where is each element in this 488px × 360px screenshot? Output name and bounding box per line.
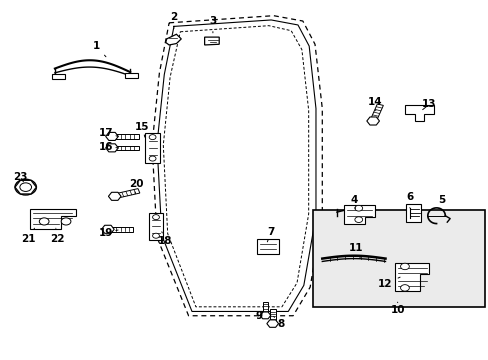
Text: 20: 20 xyxy=(128,179,143,194)
Circle shape xyxy=(152,233,159,238)
Text: 1: 1 xyxy=(92,41,106,57)
Polygon shape xyxy=(269,309,275,324)
Polygon shape xyxy=(260,312,270,319)
Text: 5: 5 xyxy=(437,195,444,210)
Text: 4: 4 xyxy=(349,195,357,208)
Polygon shape xyxy=(114,189,140,198)
Text: 2: 2 xyxy=(170,13,177,28)
Text: 21: 21 xyxy=(21,228,35,244)
Text: 14: 14 xyxy=(367,97,381,111)
Polygon shape xyxy=(145,133,160,163)
Polygon shape xyxy=(148,213,163,240)
Text: 13: 13 xyxy=(421,99,436,110)
Polygon shape xyxy=(15,180,36,194)
Text: 3: 3 xyxy=(209,16,216,33)
Text: 10: 10 xyxy=(389,302,404,315)
Circle shape xyxy=(149,156,156,161)
Polygon shape xyxy=(105,132,118,140)
Polygon shape xyxy=(108,192,121,201)
Polygon shape xyxy=(102,225,114,233)
Text: 16: 16 xyxy=(99,142,118,152)
Circle shape xyxy=(354,205,362,211)
Polygon shape xyxy=(112,134,139,139)
Circle shape xyxy=(152,215,159,220)
Polygon shape xyxy=(344,205,374,224)
Text: 7: 7 xyxy=(267,227,274,242)
Text: 22: 22 xyxy=(50,228,64,244)
Polygon shape xyxy=(406,204,420,222)
Polygon shape xyxy=(108,227,133,231)
Polygon shape xyxy=(266,320,278,327)
Text: 8: 8 xyxy=(273,316,284,329)
Circle shape xyxy=(354,217,362,222)
Text: 11: 11 xyxy=(348,243,363,258)
Polygon shape xyxy=(369,104,383,122)
Polygon shape xyxy=(125,73,137,78)
Circle shape xyxy=(15,179,36,195)
Text: 18: 18 xyxy=(158,232,172,246)
Circle shape xyxy=(39,218,49,225)
Circle shape xyxy=(149,135,156,140)
Polygon shape xyxy=(257,239,278,253)
Polygon shape xyxy=(366,117,379,125)
Polygon shape xyxy=(394,263,428,292)
Bar xyxy=(312,210,484,307)
Polygon shape xyxy=(165,34,181,45)
Polygon shape xyxy=(404,105,433,121)
Text: 12: 12 xyxy=(378,277,399,289)
Text: 23: 23 xyxy=(14,172,28,182)
Polygon shape xyxy=(112,145,139,150)
Polygon shape xyxy=(204,37,219,45)
Polygon shape xyxy=(30,208,76,229)
Text: 19: 19 xyxy=(99,228,118,238)
Text: 15: 15 xyxy=(135,122,149,137)
Circle shape xyxy=(20,183,31,192)
Text: 6: 6 xyxy=(406,192,412,208)
Polygon shape xyxy=(105,144,118,152)
Polygon shape xyxy=(52,73,64,79)
Polygon shape xyxy=(262,302,267,315)
Circle shape xyxy=(400,285,408,291)
Text: 9: 9 xyxy=(255,311,263,321)
Circle shape xyxy=(400,263,408,270)
Text: 17: 17 xyxy=(99,128,118,138)
Circle shape xyxy=(61,218,71,225)
